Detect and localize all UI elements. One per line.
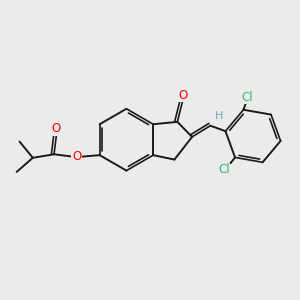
Text: Cl: Cl: [241, 91, 253, 104]
Text: Cl: Cl: [218, 163, 230, 176]
Text: O: O: [72, 150, 81, 163]
Text: H: H: [214, 111, 223, 121]
Text: O: O: [178, 89, 187, 102]
Text: O: O: [52, 122, 61, 135]
